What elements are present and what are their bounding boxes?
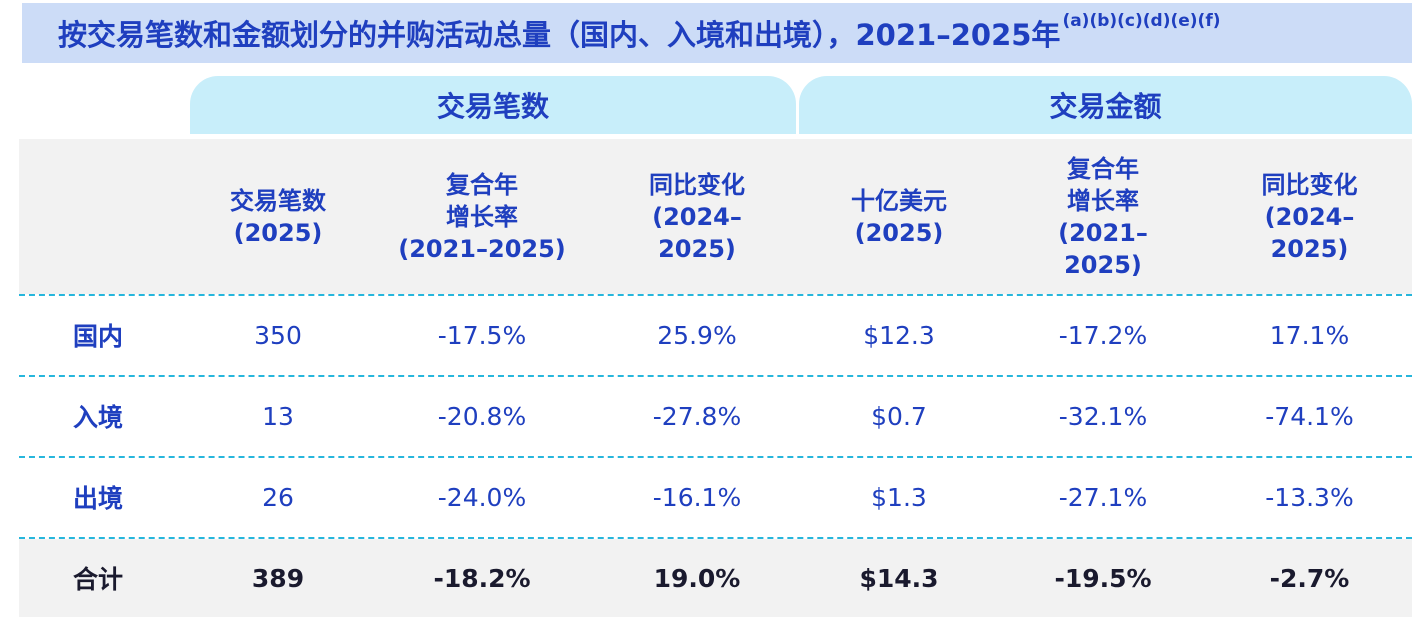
cell-value: $1.3 bbox=[871, 482, 927, 512]
column-header-count-cagr: 复合年 增长率 (2021–2025) bbox=[398, 170, 566, 263]
table-row-domestic: 国内 350 -17.5% 25.9% $12.3 -17.2% 17.1% bbox=[19, 296, 1412, 374]
cell-value: $12.3 bbox=[863, 320, 935, 350]
cell-value-yoy: -2.7% bbox=[1269, 563, 1350, 593]
cell-value: $14.3 bbox=[859, 563, 939, 593]
row-label: 合计 bbox=[73, 565, 124, 594]
row-separator bbox=[19, 294, 1412, 296]
row-label: 出境 bbox=[73, 484, 124, 513]
cell-count-cagr: -20.8% bbox=[437, 401, 527, 431]
table-row-outbound: 出境 26 -24.0% -16.1% $1.3 -27.1% -13.3% bbox=[19, 458, 1412, 536]
cell-value-yoy: -13.3% bbox=[1265, 482, 1354, 512]
row-separator bbox=[19, 456, 1412, 458]
title-footnotes: (a)(b)(c)(d)(e)(f) bbox=[1062, 11, 1221, 31]
cell-deal-count: 13 bbox=[262, 401, 294, 431]
cell-count-yoy: 25.9% bbox=[657, 320, 737, 350]
table-title: 按交易笔数和金额划分的并购活动总量（国内、入境和出境），2021–2025年 bbox=[58, 18, 1061, 52]
cell-value-yoy: -74.1% bbox=[1265, 401, 1354, 431]
row-label: 入境 bbox=[73, 403, 124, 432]
column-header-deal-count-2025: 交易笔数 (2025) bbox=[230, 186, 326, 247]
row-separator bbox=[19, 375, 1412, 377]
cell-value-yoy: 17.1% bbox=[1269, 320, 1350, 350]
cell-count-cagr: -17.5% bbox=[437, 320, 527, 350]
column-header-value-2025: 十亿美元 (2025) bbox=[851, 186, 947, 247]
cell-count-yoy: -16.1% bbox=[652, 482, 742, 512]
table-row-total: 合计 389 -18.2% 19.0% $14.3 -19.5% -2.7% bbox=[19, 539, 1412, 617]
cell-deal-count: 389 bbox=[251, 563, 305, 593]
cell-value-cagr: -27.1% bbox=[1058, 482, 1148, 512]
cell-count-yoy: -27.8% bbox=[652, 401, 742, 431]
row-label: 国内 bbox=[73, 322, 124, 351]
cell-value-cagr: -32.1% bbox=[1058, 401, 1148, 431]
cell-count-yoy: 19.0% bbox=[653, 563, 741, 593]
cell-count-cagr: -24.0% bbox=[437, 482, 527, 512]
cell-deal-count: 26 bbox=[262, 482, 294, 512]
group-header-deal-count: 交易笔数 bbox=[190, 76, 796, 134]
group-header-deal-value: 交易金额 bbox=[799, 76, 1412, 134]
column-header-value-cagr: 复合年 增长率 (2021– 2025) bbox=[1058, 154, 1148, 279]
column-header-band bbox=[19, 139, 1412, 294]
row-separator bbox=[19, 537, 1412, 539]
column-header-value-yoy: 同比变化 (2024– 2025) bbox=[1261, 170, 1358, 263]
cell-value: $0.7 bbox=[871, 401, 927, 431]
cell-value-cagr: -19.5% bbox=[1054, 563, 1152, 593]
cell-deal-count: 350 bbox=[254, 320, 302, 350]
cell-value-cagr: -17.2% bbox=[1058, 320, 1148, 350]
table-title-bar: 按交易笔数和金额划分的并购活动总量（国内、入境和出境），2021–2025年 (… bbox=[22, 3, 1412, 63]
table-row-inbound: 入境 13 -20.8% -27.8% $0.7 -32.1% -74.1% bbox=[19, 377, 1412, 455]
column-header-count-yoy: 同比变化 (2024– 2025) bbox=[649, 170, 745, 263]
cell-count-cagr: -18.2% bbox=[433, 563, 531, 593]
